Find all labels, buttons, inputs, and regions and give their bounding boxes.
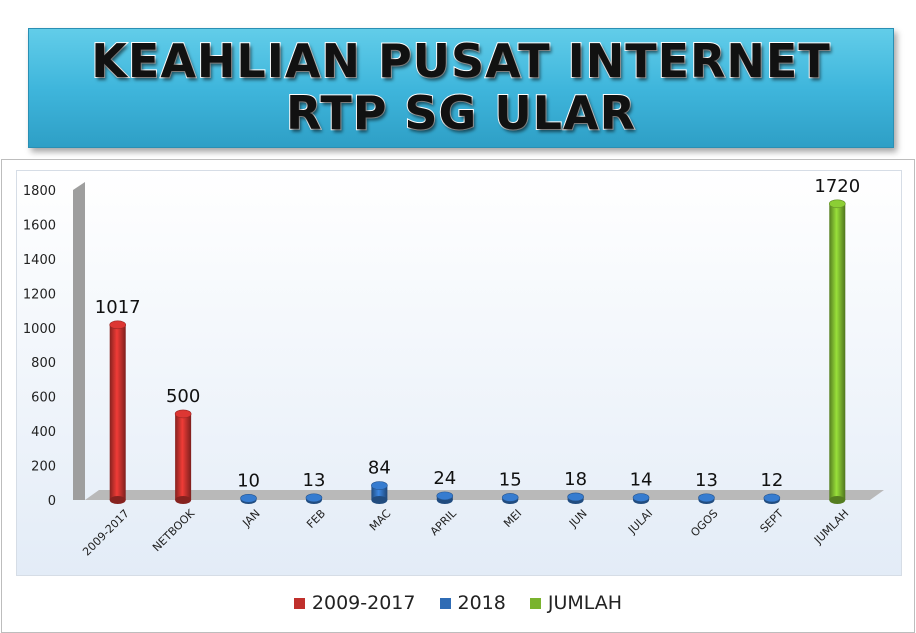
data-label: 84 — [368, 458, 391, 479]
bar-jun — [567, 492, 584, 504]
bar-sept — [763, 493, 781, 504]
bar-ogos — [698, 493, 715, 504]
legend-swatch — [293, 598, 305, 609]
y-tick-label: 1200 — [23, 287, 56, 302]
legend-swatch — [529, 598, 541, 609]
y-tick-label: 800 — [31, 356, 56, 371]
data-label: 18 — [564, 469, 587, 490]
x-tick-label: JULAI — [625, 507, 655, 537]
legend-item: 2018 — [439, 592, 506, 614]
y-tick-label: 200 — [31, 460, 56, 475]
chart-title-line-2: RTP SG ULAR — [285, 86, 637, 140]
data-label: 1017 — [95, 297, 141, 318]
bar-2009-2017 — [109, 320, 127, 504]
chart-floor — [85, 490, 884, 500]
y-tick-label: 1800 — [23, 184, 56, 199]
x-tick-label: MAC — [367, 507, 394, 534]
data-label: 14 — [630, 470, 653, 491]
data-label: 1720 — [814, 176, 860, 197]
y-tick-label: 1400 — [23, 253, 56, 268]
x-tick-label: FEB — [304, 507, 328, 531]
x-tick-label: JUN — [566, 507, 590, 531]
bar-mei — [501, 493, 519, 504]
data-label: 24 — [433, 468, 456, 489]
y-tick-label: 600 — [31, 391, 56, 406]
bar-jumlah — [828, 199, 846, 504]
x-tick-label: JAN — [239, 507, 262, 530]
title-banner: KEAHLIAN PUSAT INTERNET RTP SG ULAR — [28, 28, 894, 148]
chart-side-wall — [73, 182, 85, 500]
legend-item: 2009-2017 — [293, 592, 416, 614]
legend-label: 2009-2017 — [311, 592, 416, 614]
plot-area — [16, 170, 902, 576]
data-label: 15 — [499, 469, 522, 490]
x-tick-label: 2009-2017 — [80, 507, 132, 559]
bar-netbook — [174, 409, 192, 504]
x-tick-label: MEI — [501, 507, 524, 530]
legend-swatch — [439, 598, 451, 609]
x-tick-label: OGOS — [688, 507, 720, 539]
legend-label: JUMLAH — [547, 592, 623, 614]
chart-legend: 2009-2017 2018 JUMLAH — [0, 592, 916, 614]
y-tick-label: 1600 — [23, 218, 56, 233]
y-tick-label: 1000 — [23, 322, 56, 337]
y-tick-label: 400 — [31, 425, 56, 440]
y-tick-label: 0 — [48, 494, 56, 509]
legend-item: JUMLAH — [529, 592, 623, 614]
x-tick-label: NETBOOK — [150, 506, 198, 554]
chart-frame — [1, 159, 915, 633]
bar-feb — [305, 493, 323, 504]
bar-julai — [632, 493, 650, 504]
x-tick-label: APRIL — [428, 506, 460, 538]
bar-mac — [371, 481, 388, 504]
x-tick-label: SEPT — [758, 507, 787, 536]
data-label: 10 — [237, 470, 260, 491]
bar-april — [436, 491, 454, 504]
chart-title-line-1: KEAHLIAN PUSAT INTERNET — [90, 34, 831, 88]
data-label: 13 — [303, 470, 326, 491]
x-tick-label: JUMLAH — [811, 507, 851, 547]
bar-jan — [240, 493, 257, 504]
data-label: 500 — [166, 386, 200, 407]
legend-label: 2018 — [457, 592, 506, 614]
data-label: 12 — [760, 470, 783, 491]
data-label: 13 — [695, 470, 718, 491]
